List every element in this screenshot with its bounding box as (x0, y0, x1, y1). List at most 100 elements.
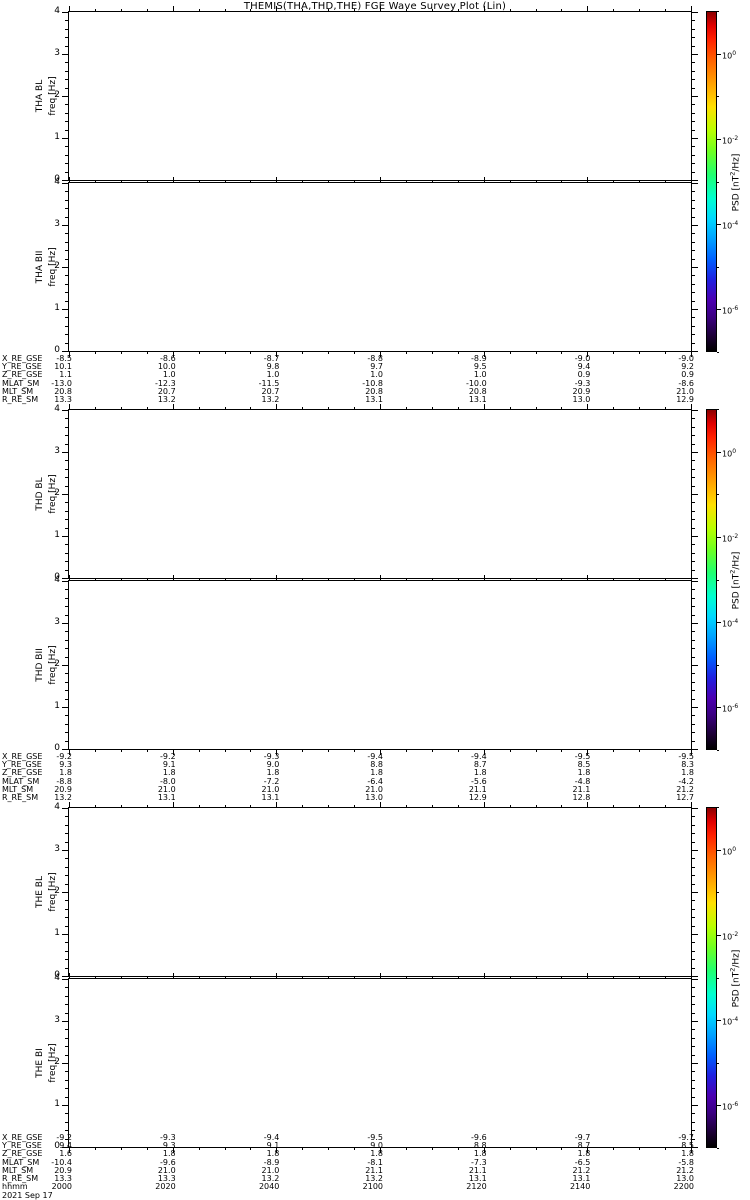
y-tick-minor (691, 1096, 695, 1098)
y-tick-minor (691, 191, 695, 193)
ephemeris-value: 9.0 (266, 760, 280, 770)
ephemeris-value: -8.7 (263, 354, 280, 363)
y-tick-minor (65, 723, 69, 725)
x-tick-minor (198, 9, 200, 12)
y-tick-label: 2 (54, 261, 60, 271)
ephemeris-value: 13.3 (54, 395, 72, 404)
ephemeris-value: 1.1 (59, 370, 72, 380)
y-tick-minor (691, 70, 695, 72)
ephemeris-row: hhmm 2000 2020 2040 2100 2120 2140 2200 (0, 1182, 750, 1192)
ephemeris-key: hhmm (2, 1182, 28, 1192)
x-tick-minor (146, 1147, 148, 1150)
colorbar-tick-minor (717, 181, 719, 183)
y-tick-minor (65, 942, 69, 944)
ephemeris-value: -9.4 (263, 1133, 280, 1142)
x-tick-minor (665, 578, 667, 581)
ephemeris-value: 9.1 (266, 1141, 280, 1151)
x-tick-minor (509, 407, 511, 410)
ephemeris-value: 10.0 (157, 362, 176, 372)
colorbar-tick-minor (717, 849, 719, 851)
x-tick-major (587, 749, 589, 755)
y-tick-minor (691, 875, 695, 877)
ephemeris-value: 1.0 (473, 370, 487, 380)
x-tick-major (172, 177, 174, 183)
ephemeris-value: -9.2 (56, 752, 72, 761)
ephemeris-row: MLT_SM 20.8 20.7 20.7 20.8 20.8 20.9 21.0 (0, 386, 750, 396)
y-tick-minor (691, 681, 695, 683)
x-tick-minor (613, 9, 615, 12)
y-tick-label: 1 (54, 1099, 60, 1109)
ephemeris-value: -10.8 (362, 378, 383, 388)
x-tick-major (380, 177, 381, 183)
x-tick-minor (457, 749, 459, 752)
y-tick-minor (691, 292, 695, 294)
x-tick-minor (224, 805, 226, 808)
y-tick-minor (65, 639, 69, 641)
ephemeris-value: 1.8 (681, 768, 694, 778)
x-tick-minor (639, 805, 641, 808)
y-tick-minor (691, 510, 695, 512)
y-tick-label: 1 (54, 132, 60, 142)
colorbar-tick-minor (717, 934, 719, 936)
x-tick-minor (431, 407, 433, 410)
y-tick-minor (691, 163, 695, 165)
y-tick-label: 3 (54, 48, 60, 58)
y-tick-minor (65, 908, 69, 910)
ephemeris-row: Z_RE_GSE 1.6 1.8 1.8 1.8 1.8 1.8 1.8 (0, 1150, 750, 1158)
x-tick-major (691, 575, 692, 581)
ephemeris-value: 21.0 (261, 784, 280, 794)
ephemeris-value: 13.1 (157, 793, 176, 802)
colorbar-tick (717, 451, 721, 453)
y-tick-minor (691, 656, 695, 658)
y-tick-minor (691, 690, 695, 692)
x-tick-minor (561, 749, 563, 752)
plot-panel-the-bi: 0 1 2 3 4 (54, 973, 698, 1153)
ephemeris-value: 1.8 (577, 768, 591, 778)
ephemeris-value: 2140 (569, 1182, 591, 1192)
x-tick-minor (224, 578, 226, 581)
y-tick-major (62, 536, 69, 537)
colorbar-tick-label: 10-2 (722, 134, 739, 146)
y-tick-minor (691, 28, 695, 30)
x-tick-minor (354, 976, 356, 979)
y-tick-major (691, 225, 698, 226)
x-tick-minor (302, 976, 304, 979)
x-tick-minor (431, 976, 433, 979)
y-tick-minor (65, 163, 69, 165)
ephemeris-value: 9.2 (681, 362, 694, 372)
x-tick-minor (120, 1147, 122, 1150)
y-tick-minor (691, 275, 695, 277)
x-tick-minor (146, 805, 148, 808)
ephemeris-key: Y_RE_GSE (2, 362, 42, 372)
y-tick-minor (691, 258, 695, 260)
ephemeris-key: MLT_SM (2, 1165, 34, 1175)
y-tick-minor (65, 250, 69, 252)
y-tick-minor (65, 925, 69, 927)
y-tick-minor (65, 858, 69, 860)
ephemeris-key: MLT_SM (2, 386, 34, 396)
y-tick-minor (65, 606, 69, 608)
x-tick-major (587, 1147, 589, 1153)
y-tick-minor (691, 317, 695, 319)
ephemeris-value: 0.9 (681, 370, 694, 380)
y-tick-minor (65, 614, 69, 616)
x-tick-minor (146, 180, 148, 183)
y-tick-minor (65, 485, 69, 487)
panel-unit-2: freq [Hz] (48, 474, 58, 514)
x-tick-minor (354, 1147, 356, 1150)
x-tick-major (172, 749, 174, 755)
y-tick-minor (691, 45, 695, 47)
y-tick-major (691, 180, 698, 181)
x-tick-major (483, 404, 485, 410)
y-tick-minor (65, 681, 69, 683)
y-tick-minor (65, 208, 69, 210)
y-tick-minor (65, 460, 69, 462)
y-tick-major (691, 623, 698, 624)
y-tick-minor (65, 875, 69, 877)
colorbar-tick-minor (717, 309, 719, 311)
y-tick-label: 1 (54, 530, 60, 540)
colorbar-1 (706, 409, 717, 750)
colorbar-tick-label: 100 (722, 845, 737, 857)
x-tick-minor (509, 749, 511, 752)
x-tick-minor (354, 578, 356, 581)
